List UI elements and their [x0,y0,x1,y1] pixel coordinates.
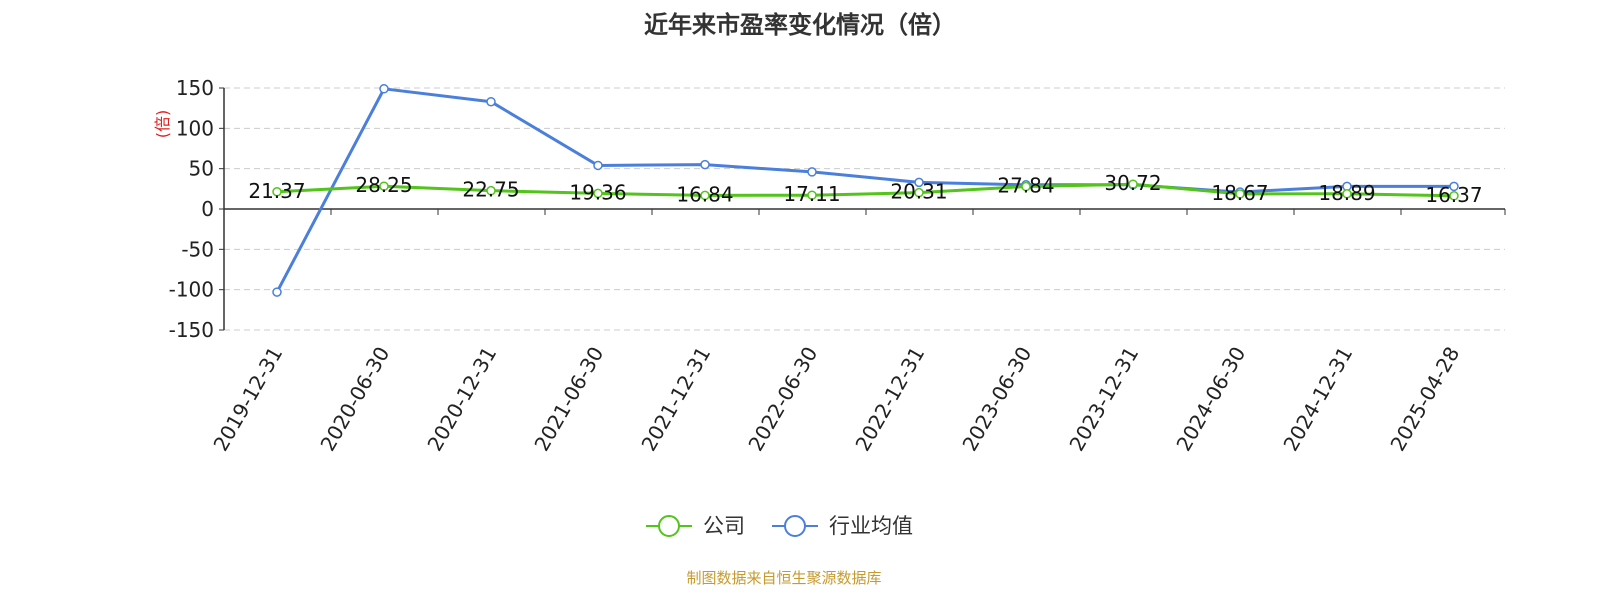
company-point[interactable] [914,187,924,198]
industry-avg-point[interactable] [593,160,603,171]
x-tick-label: 2025-04-28 [1385,343,1464,456]
company-data-label: 20.31 [890,180,947,204]
company-point[interactable] [1342,189,1352,199]
industry-avg-point[interactable] [379,84,389,94]
legend-item-industry-avg[interactable]: 行业均值 [772,514,913,538]
x-tick-label: 2023-12-31 [1064,343,1143,456]
industry-avg-point[interactable] [807,167,817,177]
source-note: 制图数据来自恒生聚源数据库 [686,569,881,587]
legend-item-company[interactable]: 公司 [646,514,745,538]
industry-avg-point[interactable] [700,159,710,170]
industry-avg-point[interactable] [1449,181,1459,192]
legend-company-marker [658,515,680,537]
y-tick-label: -50 [181,237,214,261]
company-point[interactable] [1128,179,1138,189]
company-data-label: 22.75 [462,178,519,202]
legend: 公司 行业均值 [646,514,913,538]
company-data-label: 27.84 [997,174,1054,198]
y-tick-label: 100 [176,116,214,140]
company-point[interactable] [1021,181,1031,192]
company-point[interactable] [1449,191,1459,201]
x-tick-label: 2020-12-31 [422,343,501,456]
company-data-label: 18.67 [1211,181,1268,205]
company-point[interactable] [700,190,710,201]
company-point[interactable] [272,187,282,197]
company-point[interactable] [593,188,603,199]
data-labels: 21.37 28.25 22.75 19.36 16.84 17.11 20.31 27.84… [248,171,1482,207]
company-data-label: 17.11 [783,182,840,206]
chart-title: 近年来市盈率变化情况（倍） [644,11,956,39]
legend-industry-label: 行业均值 [829,514,913,538]
industry-avg-point[interactable] [486,96,496,107]
company-point[interactable] [379,181,389,191]
industry-avg-series-line [275,87,1454,293]
company-data-label: 16.84 [676,182,733,206]
series-lines [272,84,1459,297]
company-data-label: 18.89 [1318,181,1375,205]
x-tick-label: 2024-12-31 [1278,343,1357,456]
y-tick-label: -150 [169,318,214,342]
x-tick-label: 2022-06-30 [743,343,822,456]
company-data-label: 21.37 [248,179,305,203]
x-tick-label: 2021-12-31 [636,343,715,456]
industry-avg-point[interactable] [272,287,282,297]
x-tick-label: 2022-12-31 [850,343,929,456]
grid-lines [224,87,1505,331]
legend-industry-marker [784,515,806,537]
industry-avg-point[interactable] [914,177,924,188]
y-tick-label: 150 [176,76,214,100]
company-data-label: 28.25 [355,173,412,197]
legend-company-label: 公司 [703,514,745,538]
company-data-label: 19.36 [569,180,626,204]
company-point[interactable] [1235,189,1245,199]
y-tick-label: 50 [189,157,214,181]
company-series-line [276,182,1455,198]
x-tick-label: 2021-06-30 [529,343,608,456]
y-tick-label: -100 [169,278,214,302]
x-tick-label: 2020-06-30 [315,343,394,456]
x-tick-label: 2023-06-30 [957,343,1036,456]
company-data-label: 30.72 [1104,171,1161,195]
y-tick-label: 0 [201,197,214,221]
x-tick-label: 2019-12-31 [208,343,287,456]
company-point[interactable] [486,185,496,196]
y-axis-unit-label: (倍) [153,110,172,139]
company-data-label: 16.37 [1425,183,1482,207]
company-point[interactable] [807,190,817,200]
x-tick-label: 2024-06-30 [1171,343,1250,456]
